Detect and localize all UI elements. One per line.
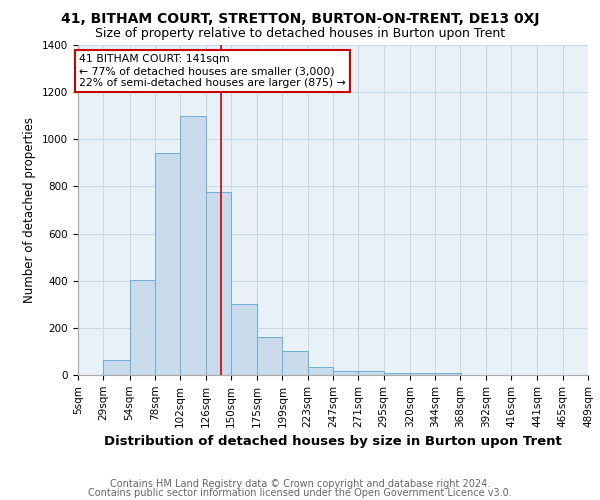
Bar xyxy=(358,372,383,375)
Bar xyxy=(231,304,257,375)
Bar xyxy=(283,352,308,375)
Bar xyxy=(257,338,283,375)
Text: Contains public sector information licensed under the Open Government Licence v3: Contains public sector information licen… xyxy=(88,488,512,498)
Bar xyxy=(155,154,180,375)
Y-axis label: Number of detached properties: Number of detached properties xyxy=(23,117,37,303)
Bar xyxy=(383,372,410,375)
Bar xyxy=(333,372,358,375)
Bar xyxy=(180,116,205,375)
Bar xyxy=(308,367,333,375)
Bar xyxy=(130,280,155,375)
Text: Size of property relative to detached houses in Burton upon Trent: Size of property relative to detached ho… xyxy=(95,28,505,40)
Bar xyxy=(103,360,130,375)
Text: 41 BITHAM COURT: 141sqm
← 77% of detached houses are smaller (3,000)
22% of semi: 41 BITHAM COURT: 141sqm ← 77% of detache… xyxy=(79,54,346,88)
Bar xyxy=(435,372,461,375)
X-axis label: Distribution of detached houses by size in Burton upon Trent: Distribution of detached houses by size … xyxy=(104,435,562,448)
Bar xyxy=(205,192,231,375)
Text: 41, BITHAM COURT, STRETTON, BURTON-ON-TRENT, DE13 0XJ: 41, BITHAM COURT, STRETTON, BURTON-ON-TR… xyxy=(61,12,539,26)
Text: Contains HM Land Registry data © Crown copyright and database right 2024.: Contains HM Land Registry data © Crown c… xyxy=(110,479,490,489)
Bar xyxy=(410,373,435,375)
